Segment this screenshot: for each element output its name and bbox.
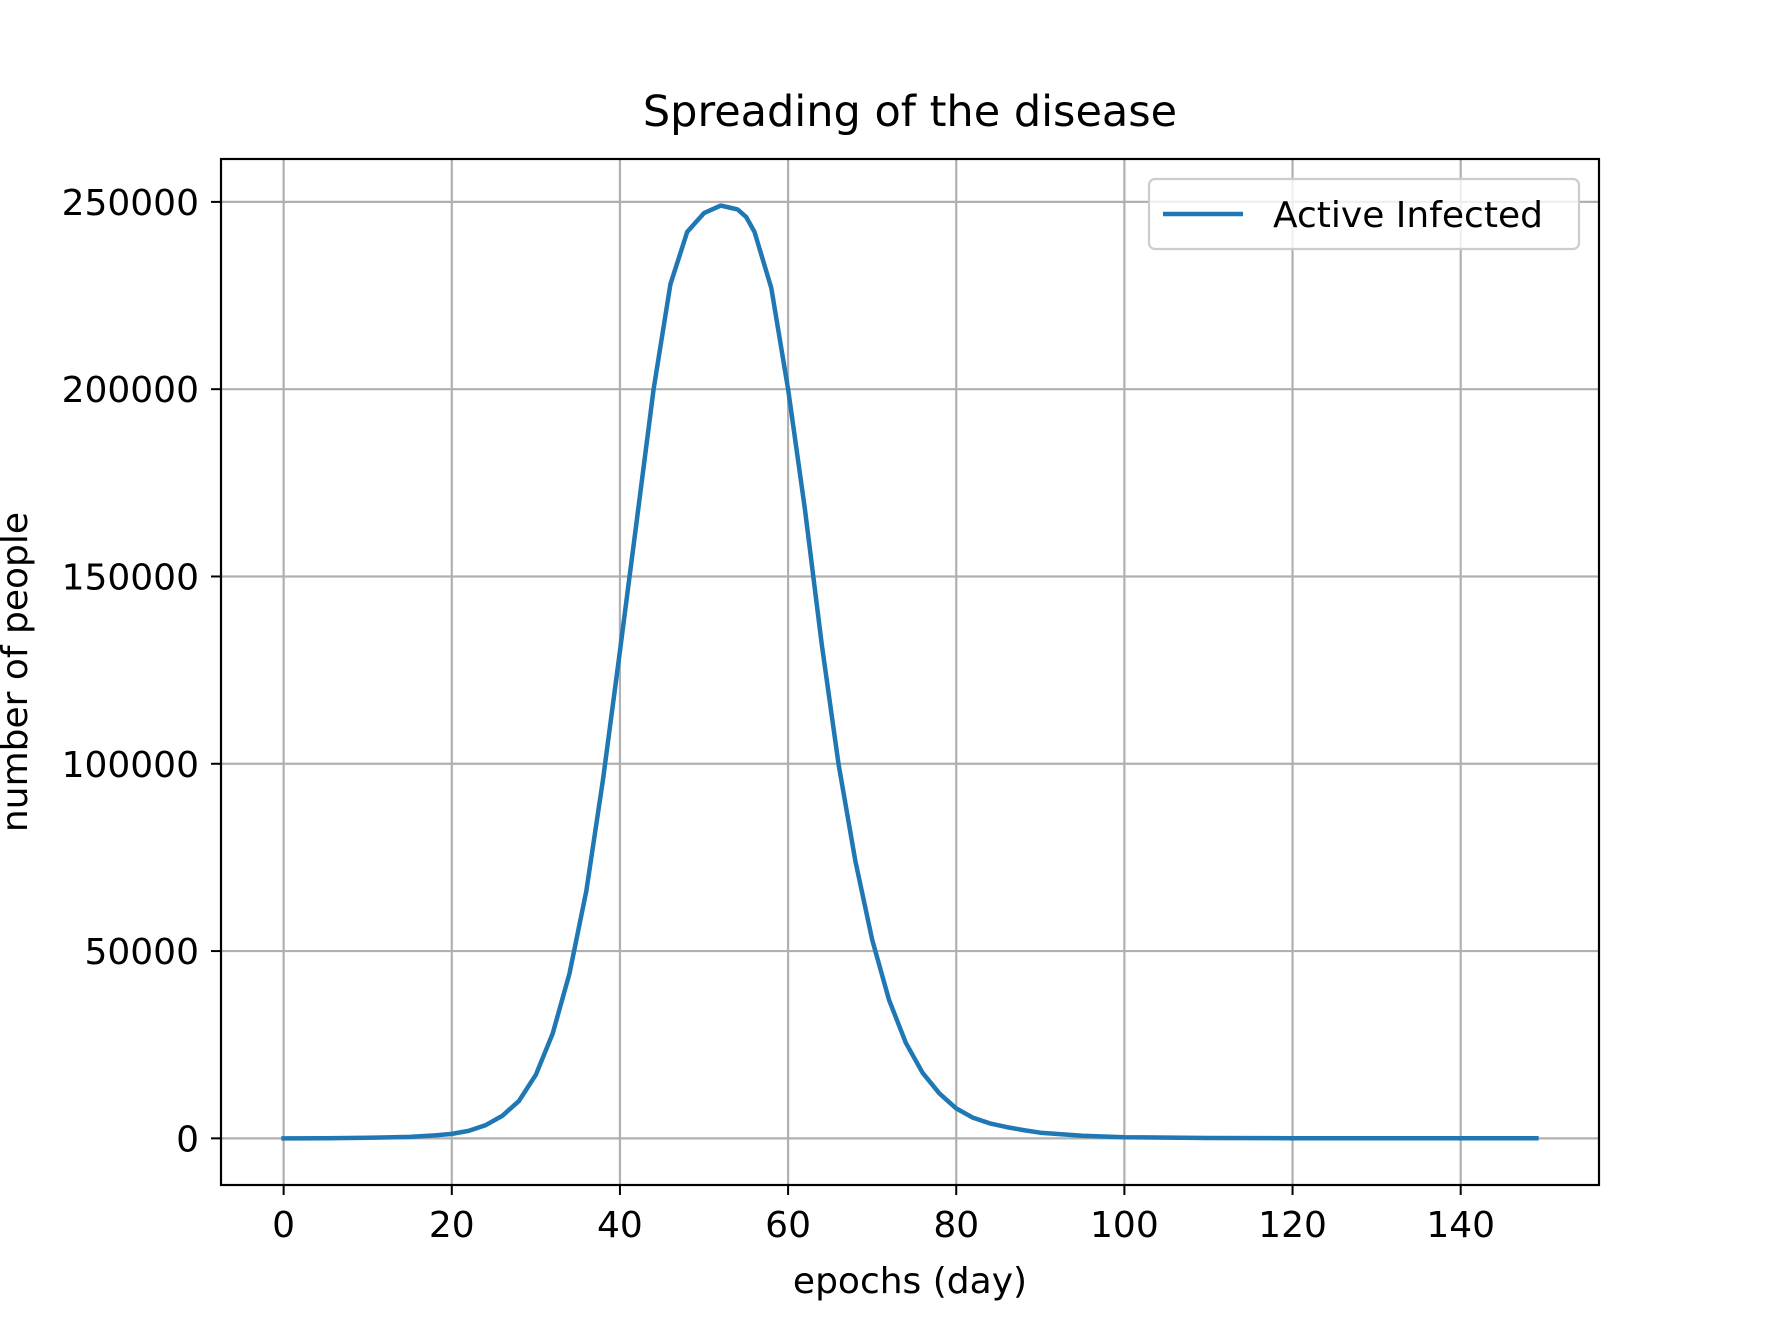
series-line-active-infected [281, 203, 1539, 1141]
y-tick-label: 250000 [62, 183, 199, 224]
x-tick-label: 20 [429, 1205, 475, 1246]
x-tick-label: 120 [1258, 1205, 1327, 1246]
axis-ticks: 0 20 40 60 80 100 120 140 0 50000 100000 150000 2000… [62, 183, 1495, 1246]
plot-frame [219, 157, 1601, 1187]
y-tick-label: 150000 [62, 557, 199, 598]
chart-title: Spreading of the disease [643, 87, 1177, 137]
x-axis-label: epochs (day) [793, 1261, 1027, 1302]
x-tick-label: 0 [272, 1205, 295, 1246]
x-tick-label: 140 [1426, 1205, 1495, 1246]
x-tick-label: 60 [765, 1205, 811, 1246]
legend-label-active-infected: Active Infected [1273, 195, 1543, 236]
y-tick-label: 200000 [62, 370, 199, 411]
legend: Active Infected [1147, 177, 1581, 251]
y-tick-label: 100000 [62, 745, 199, 786]
y-tick-label: 0 [176, 1119, 199, 1160]
grid-lines [221, 159, 1599, 1185]
y-axis-label: number of people [0, 512, 36, 832]
x-tick-label: 40 [597, 1205, 643, 1246]
plot-series [281, 203, 1539, 1141]
x-tick-label: 100 [1090, 1205, 1159, 1246]
x-tick-label: 80 [933, 1205, 979, 1246]
legend-box [1147, 177, 1581, 251]
y-tick-label: 50000 [84, 932, 199, 973]
